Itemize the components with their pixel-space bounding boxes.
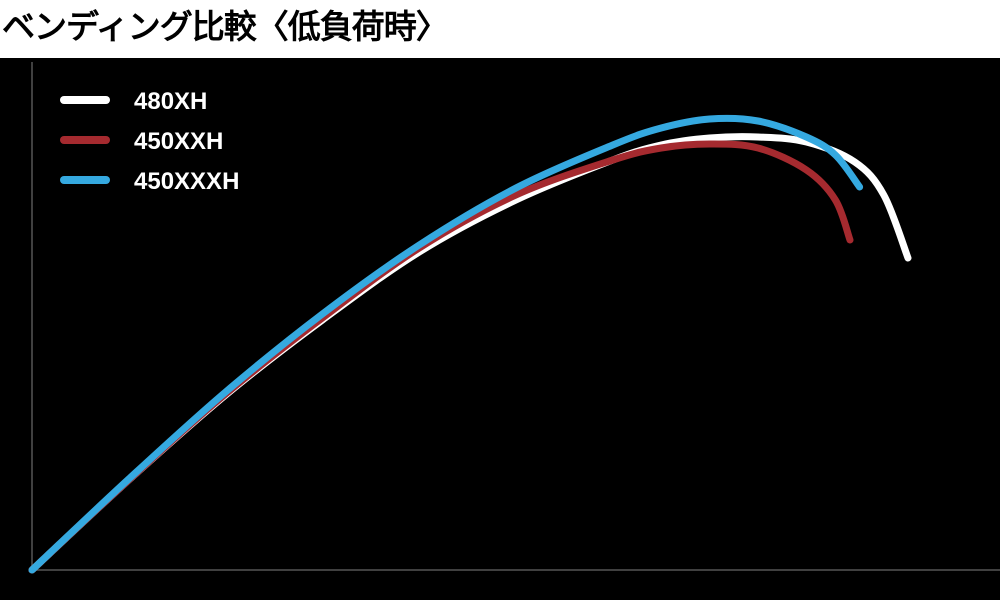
legend-label-450xxxh: 450XXXH (134, 168, 239, 195)
legend-label-450xxh: 450XXH (134, 128, 223, 155)
bending-chart: 480XH 450XXH 450XXXH (28, 62, 1000, 574)
series-lines (28, 114, 912, 574)
title-bar: ベンディング比較〈低負荷時〉 (0, 0, 1000, 58)
series-line-450xxh (28, 140, 854, 574)
axes (31, 62, 1000, 571)
chart-title: ベンディング比較〈低負荷時〉 (2, 7, 449, 46)
series-line-450xxxh (28, 114, 864, 574)
series-line-480xh (28, 133, 912, 574)
legend-label-480xh: 480XH (134, 88, 207, 115)
legend: 480XH 450XXH 450XXXH (60, 88, 239, 195)
plot-area: 480XH 450XXH 450XXXH (0, 58, 1000, 600)
